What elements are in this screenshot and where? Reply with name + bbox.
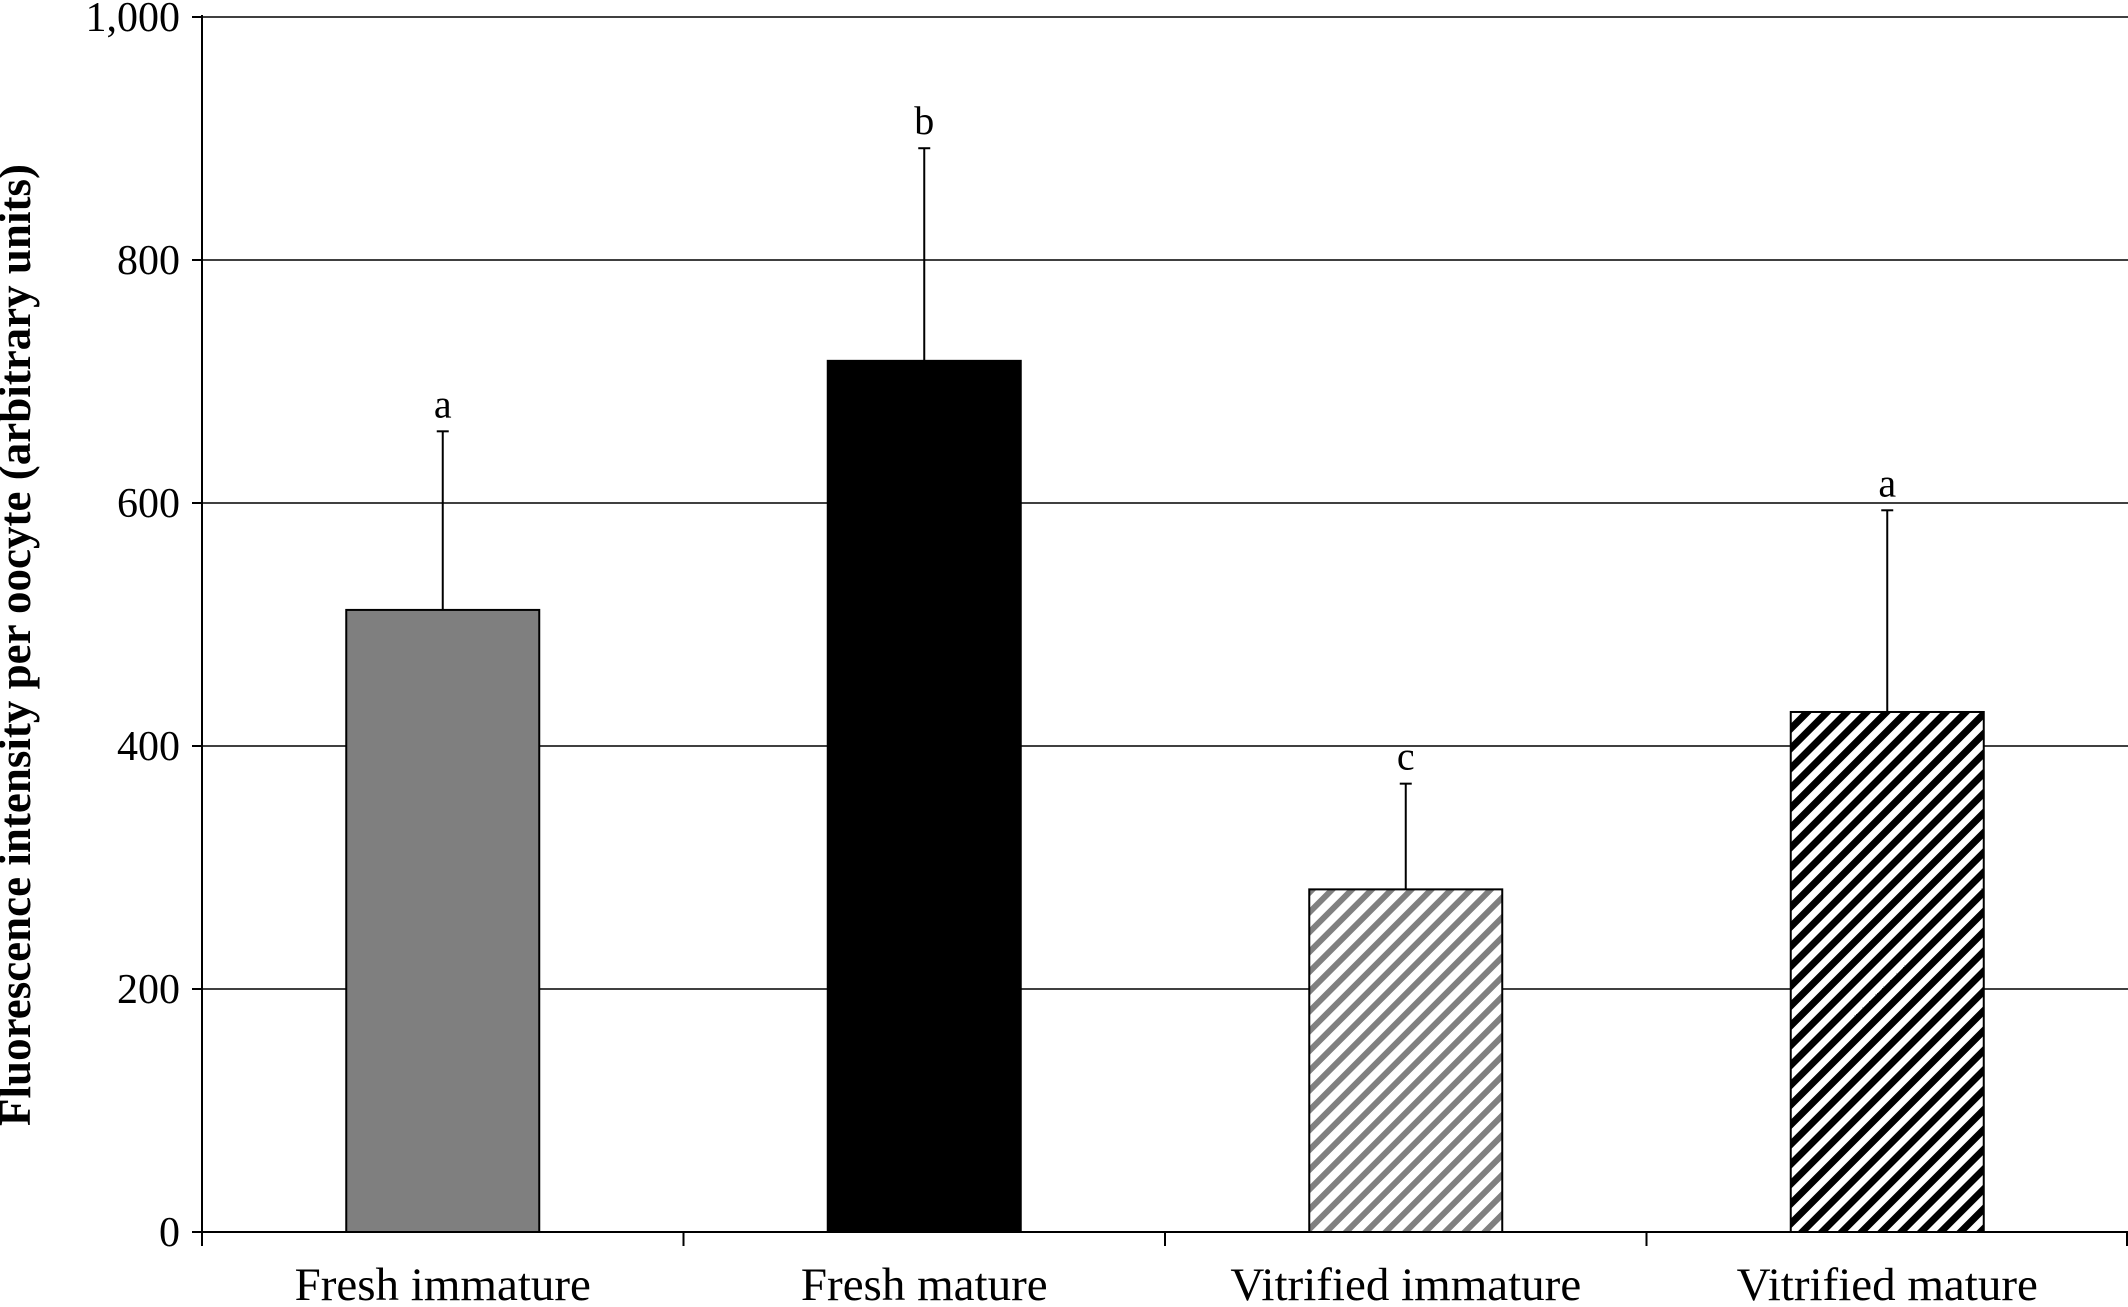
x-category-label: Vitrified immature [1230,1259,1581,1307]
y-tick-label: 800 [117,238,180,284]
x-category-label: Vitrified mature [1737,1259,2038,1307]
bar-fresh-mature [826,359,1022,1234]
axes [192,15,2128,1246]
significance-label: b [914,98,934,143]
y-axis-label: Fluorescence intensity per oocyte (arbit… [0,164,40,1126]
bars [345,359,1985,1234]
significance-label: a [1878,460,1896,505]
y-tick-label: 400 [117,724,180,770]
significance-label: a [434,381,452,426]
y-tick-labels: 0 200 400 600 800 1,000 [86,0,181,1256]
y-tick-label: 200 [117,967,180,1013]
error-bars [436,147,1894,890]
bar-fresh-immature [345,608,541,1233]
significance-label: c [1397,734,1415,779]
significance-labels: a b c a [434,98,1897,778]
y-tick-label: 0 [159,1210,180,1256]
x-category-labels: Fresh immature Fresh mature Vitrified imma… [295,1259,2038,1307]
x-category-label: Fresh mature [801,1259,1048,1307]
y-tick-label: 1,000 [86,0,181,41]
bar-vitrified-mature [1789,710,1985,1233]
bar-vitrified-immature [1308,888,1504,1233]
x-category-label: Fresh immature [295,1259,591,1307]
y-tick-label: 600 [117,481,180,527]
